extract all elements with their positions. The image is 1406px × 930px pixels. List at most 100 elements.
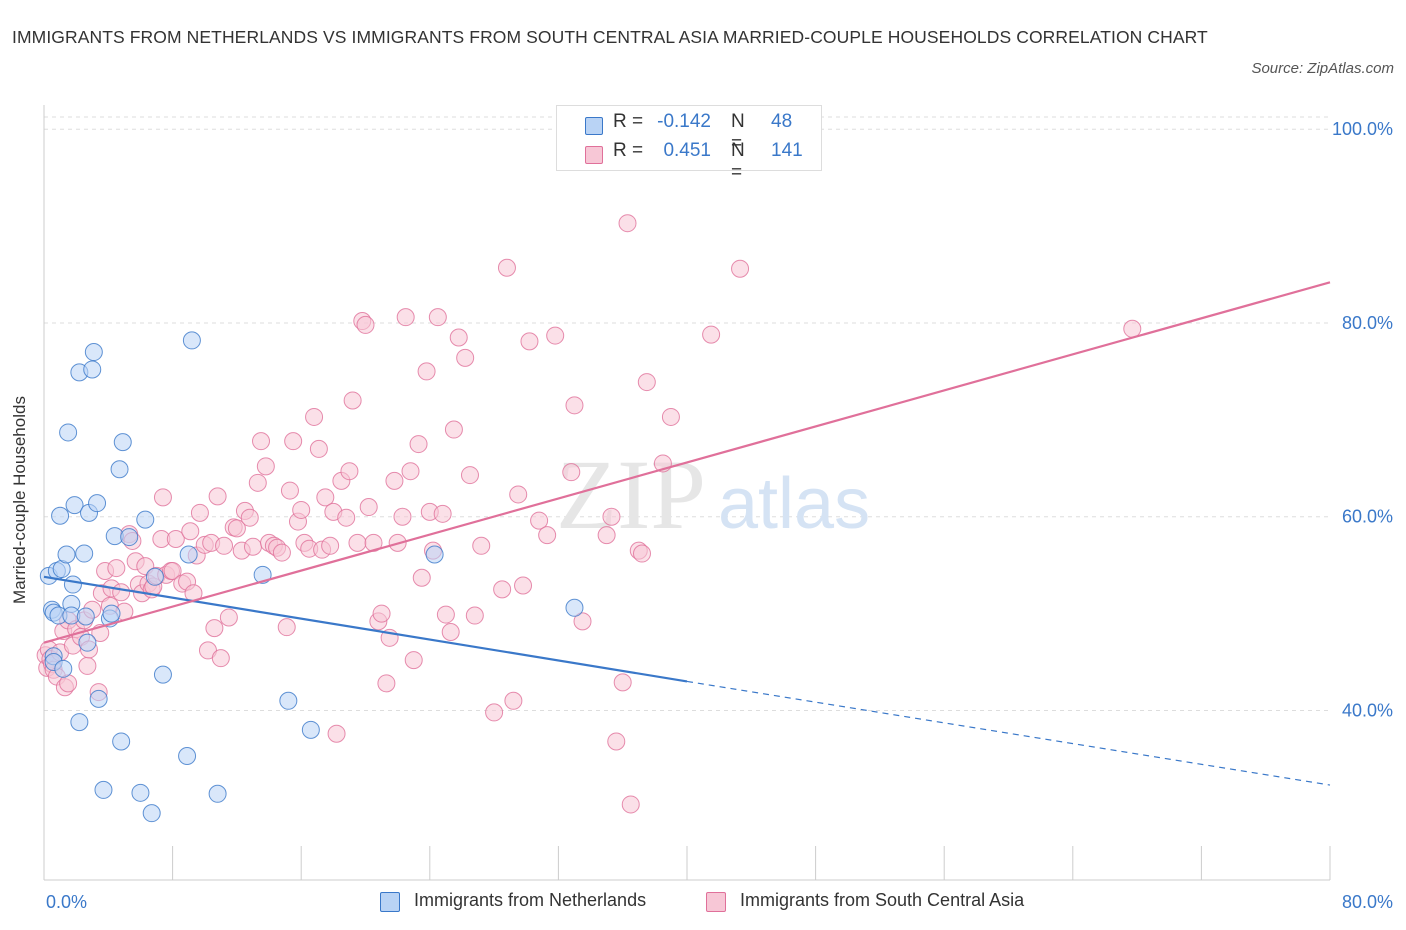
south-central-asia-point [514,576,533,595]
south-central-asia-point [433,504,452,523]
south-central-asia-point [428,308,447,327]
legend-label-south-central-asia: Immigrants from South Central Asia [740,890,1025,910]
south-central-asia-point [702,325,721,344]
netherlands-point [59,423,78,442]
netherlands-point [63,575,82,594]
legend-label-netherlands: Immigrants from Netherlands [414,890,647,910]
south-central-asia-point [356,315,375,334]
netherlands-point [76,607,95,626]
south-central-asia-point [401,462,420,481]
netherlands-point [279,691,298,710]
south-central-asia-point [190,503,209,522]
south-central-asia-point [181,522,200,541]
netherlands-point [120,528,139,547]
y-tick-label: 80.0% [1342,313,1393,333]
south-central-asia-point [520,332,539,351]
y-tick-label: 40.0% [1342,700,1393,720]
legend-n-value-netherlands: 48 [771,111,793,132]
legend-r-label: R = [613,140,644,161]
south-central-asia-point [396,308,415,327]
netherlands-point [89,689,108,708]
south-central-asia-point [632,544,651,563]
axes [43,105,1331,881]
tick-labels: 40.0% 60.0% 80.0% 100.0% 0.0% 80.0% [46,119,1393,912]
south-central-asia-point [538,526,557,545]
south-central-asia-point [417,362,436,381]
south-central-asia-point [215,536,234,555]
south-central-asia-point [621,795,640,814]
south-central-asia-point [348,533,367,552]
south-central-asia-point [340,462,359,481]
south-central-asia-point [441,623,460,641]
south-central-asia-point [385,471,404,490]
south-central-asia-point [565,396,584,415]
south-central-asia-point [107,559,126,578]
y-tick-label: 60.0% [1342,507,1393,527]
south-central-asia-point [240,508,259,527]
south-central-asia-point [412,568,431,587]
netherlands-point [83,360,102,379]
south-central-asia-point [607,732,626,751]
south-central-asia-point [321,536,340,555]
south-central-asia-point [546,326,565,345]
south-central-asia-point [602,507,621,526]
south-central-asia-point [493,580,512,599]
south-central-asia-point [243,537,262,556]
south-central-asia-point [393,507,412,526]
south-central-asia-point [573,612,592,631]
netherlands-point [51,506,70,525]
south-central-asia-point [472,536,491,555]
x-tick-label: 80.0% [1342,892,1393,912]
legend-swatch-south-central-asia [706,892,726,912]
south-central-asia-point [377,674,396,693]
netherlands-trend-line [43,575,688,683]
netherlands-point [153,665,172,684]
south-central-asia-point [372,604,391,623]
chart-title: IMMIGRANTS FROM NETHERLANDS VS IMMIGRANT… [12,27,1208,47]
legend-n-label: N = [731,140,745,183]
legend-n-label: N = [731,111,745,154]
netherlands-point [113,433,132,452]
correlation-legend: R = -0.142 N = 48 R = 0.451 N = 141 [556,105,822,183]
netherlands-point [84,343,103,362]
south-central-asia-point [562,463,581,482]
south-central-asia-point [449,328,468,347]
south-central-asia-trend-line [43,281,1331,644]
south-central-asia-point [637,373,656,392]
south-central-asia-point [444,420,463,439]
south-central-asia-point [284,432,303,451]
south-central-asia-point [112,583,131,602]
netherlands-point [102,604,121,623]
netherlands-point [425,545,444,564]
netherlands-point [110,460,129,479]
south-central-asia-point [497,258,516,277]
watermark: ZIP atlas [556,439,870,550]
netherlands-point [75,544,94,563]
netherlands-point [112,732,131,751]
x-tick-label: 0.0% [46,892,87,912]
netherlands-point [301,720,320,739]
netherlands-trend-extension [686,680,1331,786]
south-central-asia-point [272,543,291,562]
south-central-asia-point [613,673,632,692]
legend-r-label: R = [613,111,644,132]
south-central-asia-point [337,508,356,527]
trend-lines [43,281,1331,786]
south-central-asia-point [166,530,185,548]
netherlands-point [94,780,113,799]
legend-r-value-netherlands: -0.142 [657,111,711,132]
south-central-asia-point [618,214,637,233]
south-central-asia-point [530,511,549,530]
south-central-asia-point [661,407,680,426]
netherlands-point [208,784,227,803]
south-central-asia-point [292,500,311,519]
legend-n-value-south-central-asia: 141 [771,140,803,161]
netherlands-point [142,804,161,823]
south-central-asia-point [509,485,528,504]
south-central-asia-point [460,466,479,485]
netherlands-point [136,510,155,529]
south-central-asia-point [227,519,246,538]
south-central-asia-point [309,439,328,458]
south-central-asia-point [305,407,324,426]
